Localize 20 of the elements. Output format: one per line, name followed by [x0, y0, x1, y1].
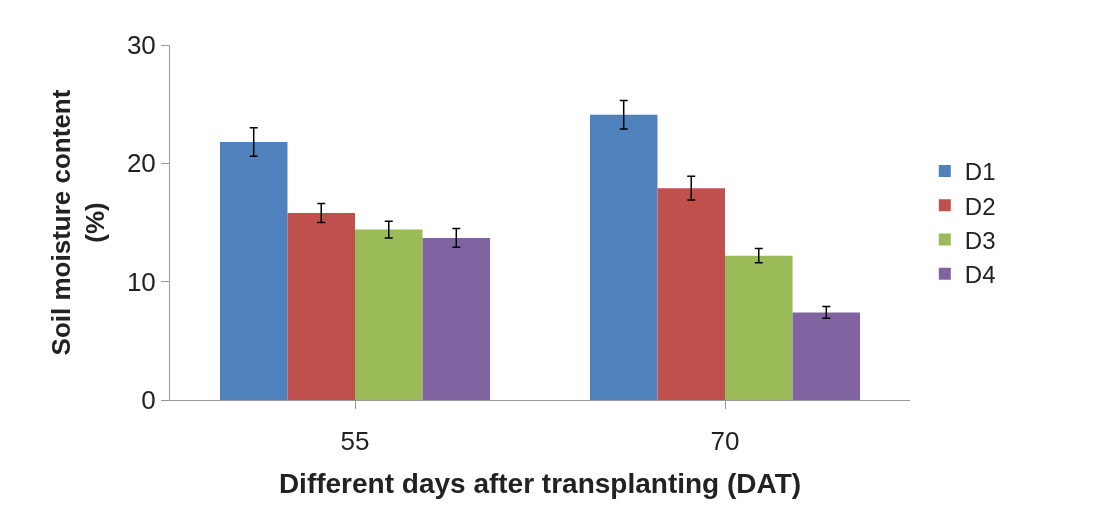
- y-tick-label: 10: [126, 266, 156, 297]
- x-tick-label: 70: [710, 426, 740, 457]
- bar: [219, 142, 288, 400]
- legend-label: D4: [964, 261, 996, 289]
- y-axis-title: Soil moisture content (%): [46, 89, 111, 356]
- bar: [792, 312, 861, 400]
- y-tick-label: 0: [141, 385, 156, 416]
- x-axis-title: Different days after transplanting (DAT): [278, 468, 802, 500]
- bar: [422, 237, 491, 400]
- bar: [355, 229, 423, 400]
- y-tick-label: 20: [126, 148, 156, 179]
- x-tick-label: 55: [340, 426, 370, 457]
- legend-label: D3: [964, 226, 996, 254]
- bar: [589, 114, 658, 400]
- legend-label: D2: [964, 192, 996, 220]
- y-tick-label: 30: [126, 30, 156, 61]
- bar: [657, 188, 725, 400]
- bar: [287, 213, 355, 400]
- legend-label: D1: [964, 158, 996, 186]
- bar: [725, 255, 793, 400]
